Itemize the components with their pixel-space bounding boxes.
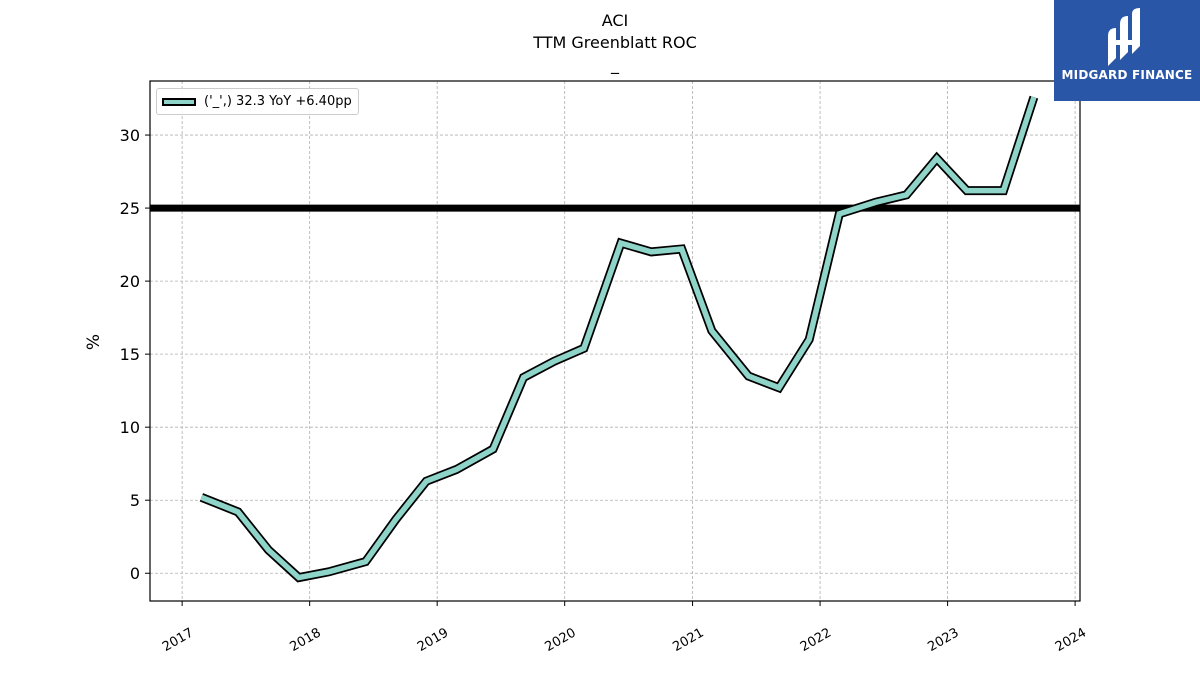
y-axis: 0 5 10 15 20 25 30: [120, 126, 150, 583]
x-axis: 2017 2018 2019 2020 2021 2022 2023 2024: [160, 601, 1089, 655]
x-tick-label: 2022: [798, 625, 834, 655]
series-group: [199, 95, 1039, 583]
series-line: [200, 96, 1037, 581]
chart-title-line-1: ACI: [601, 11, 629, 30]
legend: ('_',) 32.3 YoY +6.40pp: [156, 88, 359, 115]
y-tick-label: 5: [130, 491, 140, 510]
plot-frame: [149, 80, 1081, 602]
legend-swatch: [162, 97, 196, 106]
y-tick-label: 10: [120, 418, 140, 437]
y-axis-label: %: [84, 334, 104, 350]
x-tick-label: 2017: [160, 625, 196, 655]
x-tick-label: 2018: [287, 625, 323, 655]
x-tick-label: 2023: [925, 625, 961, 655]
x-tick-label: 2019: [415, 625, 451, 655]
chart-title-line-3: _: [611, 55, 619, 74]
y-tick-label: 30: [120, 126, 140, 145]
y-tick-label: 15: [120, 345, 140, 364]
x-tick-label: 2021: [670, 625, 706, 655]
series-line-outline: [199, 95, 1039, 583]
y-tick-label: 0: [130, 564, 140, 583]
logo-text: MIDGARD FINANCE: [1061, 68, 1193, 82]
x-tick-label: 2024: [1053, 625, 1089, 655]
brand-logo: MIDGARD FINANCE: [1054, 0, 1200, 101]
chart-title-line-2: TTM Greenblatt ROC: [533, 33, 697, 52]
legend-label: ('_',) 32.3 YoY +6.40pp: [204, 94, 352, 109]
y-tick-label: 20: [120, 272, 140, 291]
y-tick-label: 25: [120, 199, 140, 218]
x-tick-label: 2020: [543, 625, 579, 655]
midgard-logo-icon: [1108, 8, 1140, 66]
